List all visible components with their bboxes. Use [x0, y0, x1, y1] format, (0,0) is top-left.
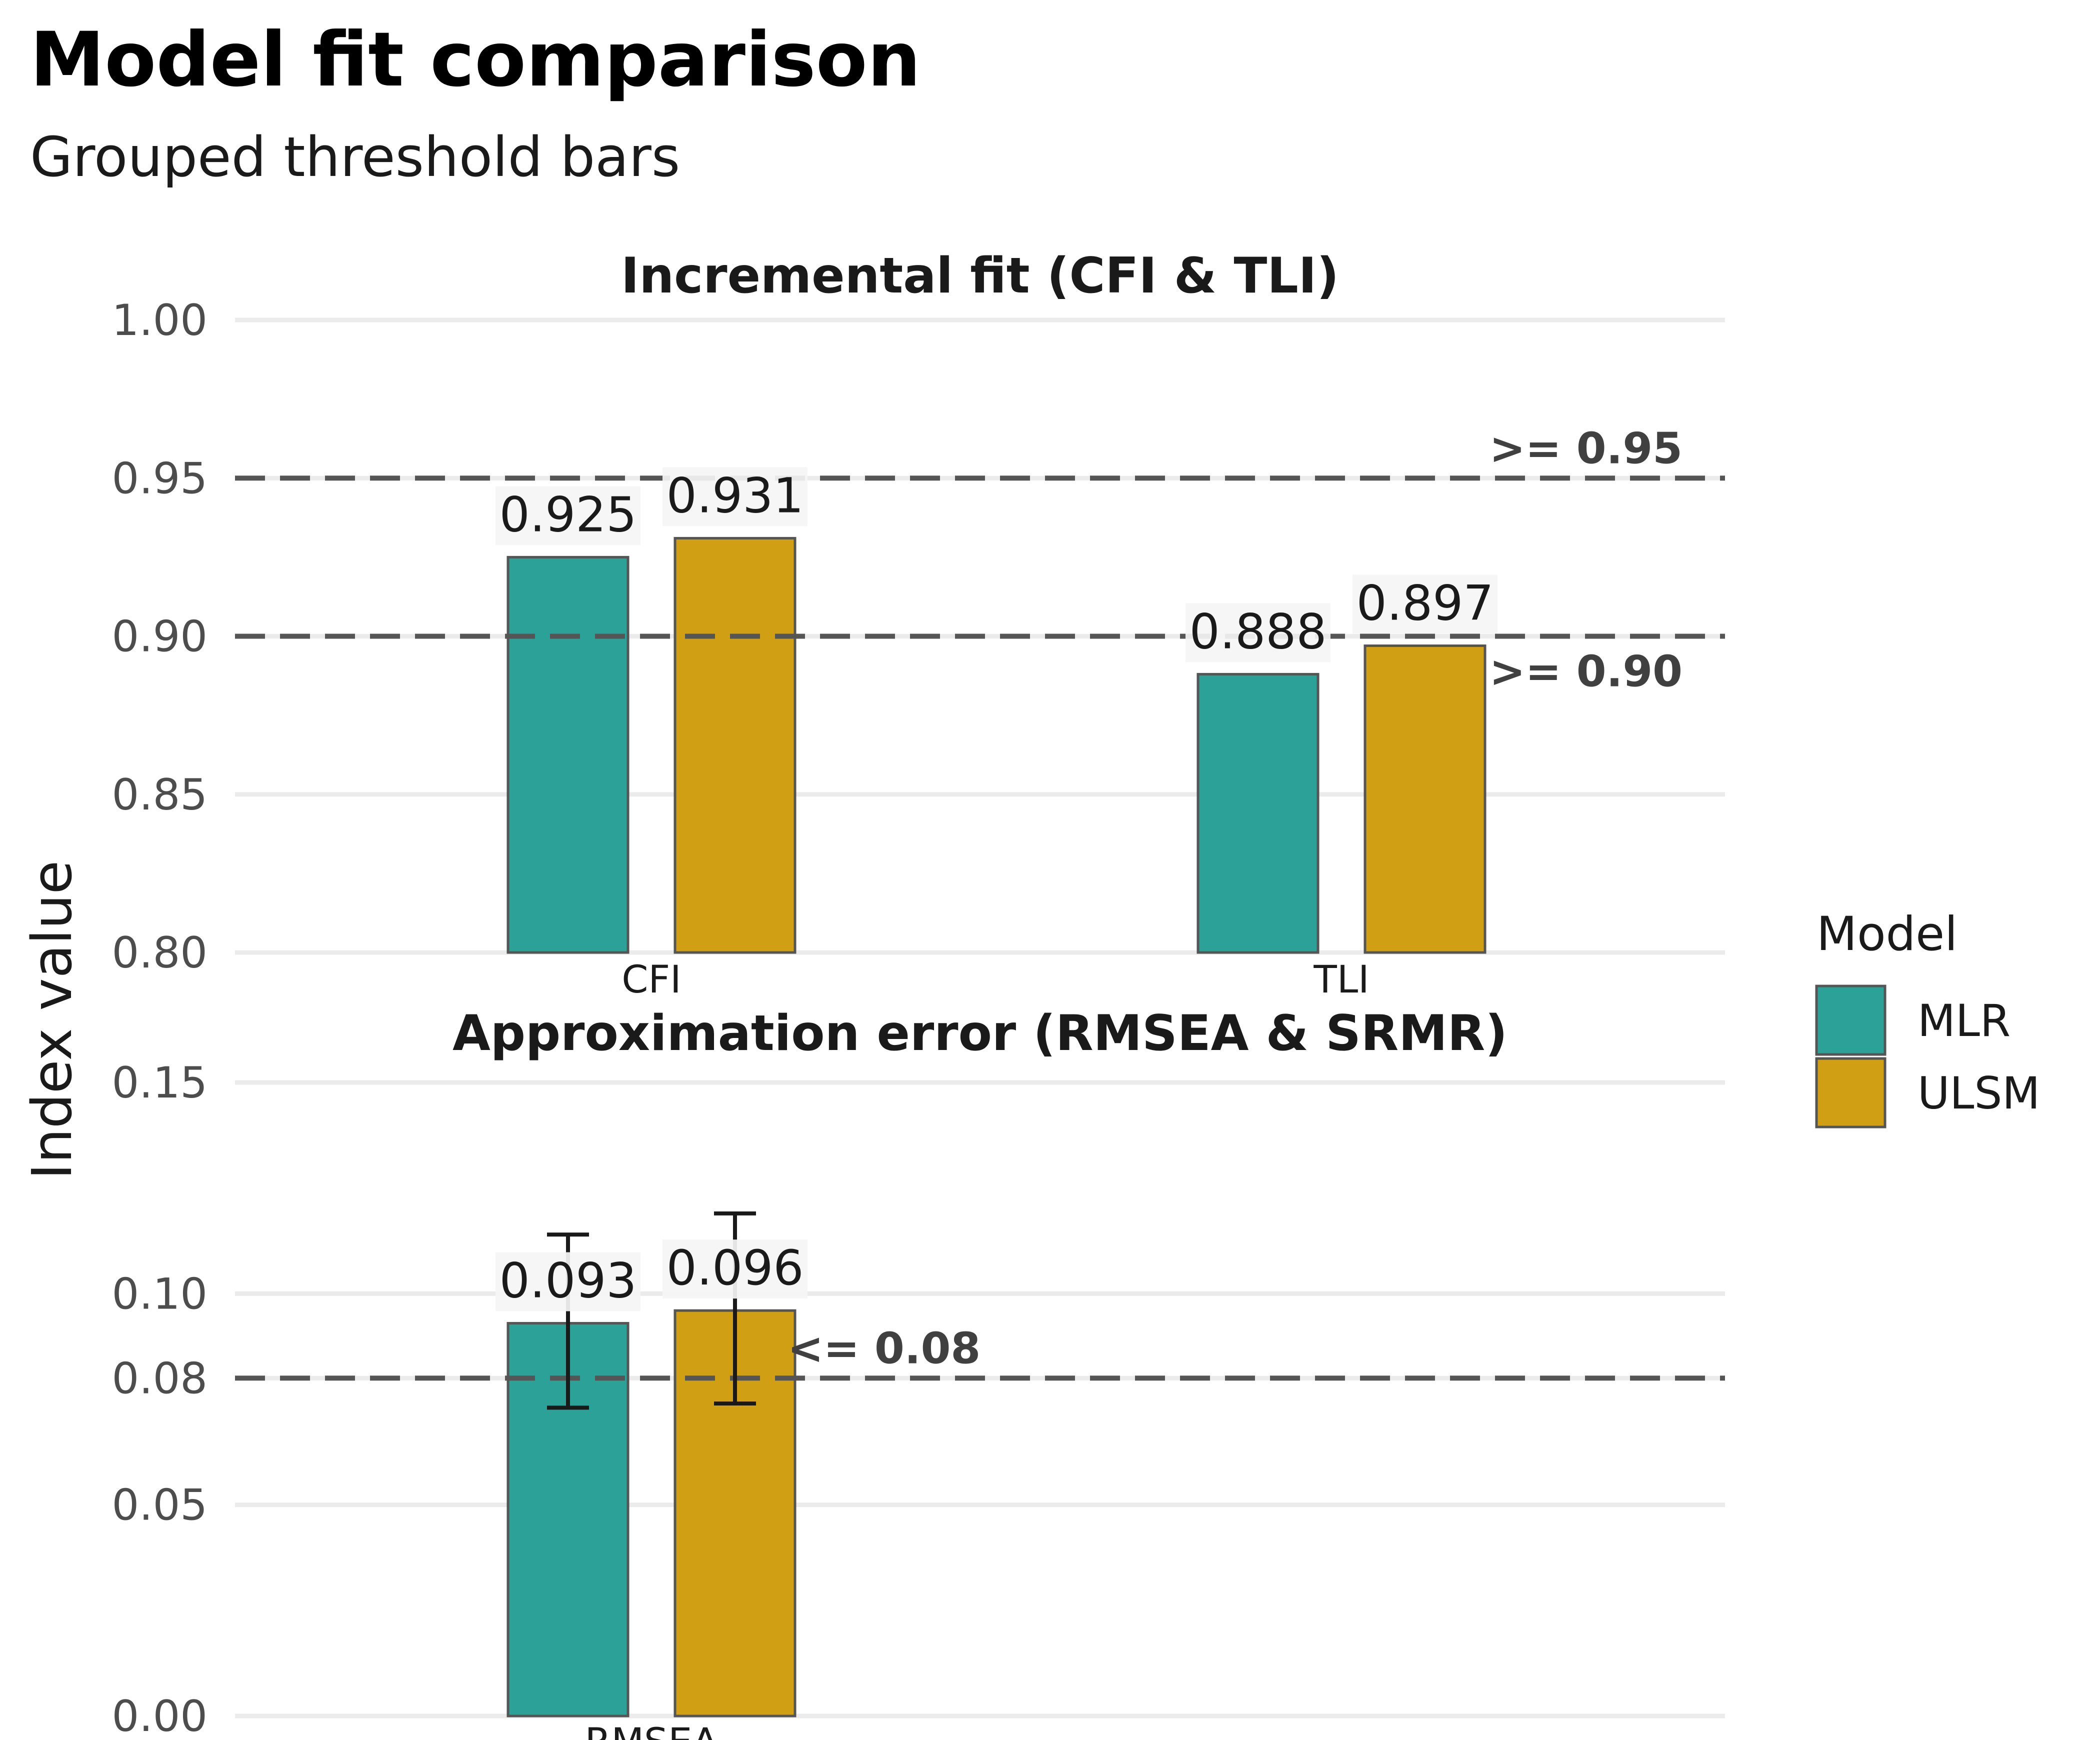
value-label-bg [662, 467, 808, 526]
y-tick-label: 0.15 [112, 1058, 208, 1108]
value-label-bg [1186, 603, 1330, 662]
value-label: 0.888 [1190, 604, 1327, 660]
value-label: 0.897 [1356, 575, 1494, 631]
x-tick-label: TLI [1313, 957, 1369, 1002]
chart-title: Model fit comparison [30, 16, 921, 104]
value-label: 0.931 [666, 468, 804, 524]
panel-title: Approximation error (RMSEA & SRMR) [452, 1005, 1508, 1062]
y-axis-label: Index value [20, 860, 84, 1180]
y-tick-label: 0.00 [112, 1692, 208, 1740]
value-label-bg [662, 1240, 808, 1299]
bar-ulsm [1364, 644, 1486, 954]
threshold-label: >= 0.90 [1490, 647, 1682, 697]
value-label: 0.096 [666, 1240, 804, 1296]
value-label: 0.925 [500, 486, 637, 542]
legend-swatch-mlr [1815, 984, 1886, 1056]
y-tick-label: 0.08 [112, 1354, 208, 1404]
threshold-label: <= 0.08 [788, 1324, 980, 1374]
value-label: 0.093 [500, 1252, 637, 1308]
y-tick-label: 0.95 [112, 454, 208, 504]
chart-subtitle: Grouped threshold bars [30, 125, 680, 189]
legend-label-mlr: MLR [1918, 995, 2010, 1046]
x-tick-label: CFI [622, 957, 681, 1002]
value-label-bg [496, 486, 640, 546]
y-tick-label: 0.90 [112, 612, 208, 662]
y-tick-label: 0.85 [112, 770, 208, 820]
y-tick-label: 0.05 [112, 1480, 208, 1530]
bar-ulsm [674, 536, 796, 954]
y-tick-label: 0.80 [112, 928, 208, 978]
legend-title: Model [1816, 907, 1958, 962]
value-label-bg [496, 1252, 640, 1312]
y-tick-label: 1.00 [112, 296, 208, 346]
y-tick-label: 0.10 [112, 1269, 208, 1319]
value-label-bg [1352, 574, 1498, 634]
legend-swatch-ulsm [1815, 1057, 1886, 1128]
legend-label-ulsm: ULSM [1918, 1068, 2040, 1119]
bar-mlr [1196, 672, 1320, 954]
bar-mlr [506, 556, 630, 954]
threshold-label: >= 0.95 [1490, 424, 1682, 474]
x-tick-label: RMSEA [585, 1720, 718, 1740]
panel-title: Incremental fit (CFI & TLI) [621, 248, 1339, 304]
